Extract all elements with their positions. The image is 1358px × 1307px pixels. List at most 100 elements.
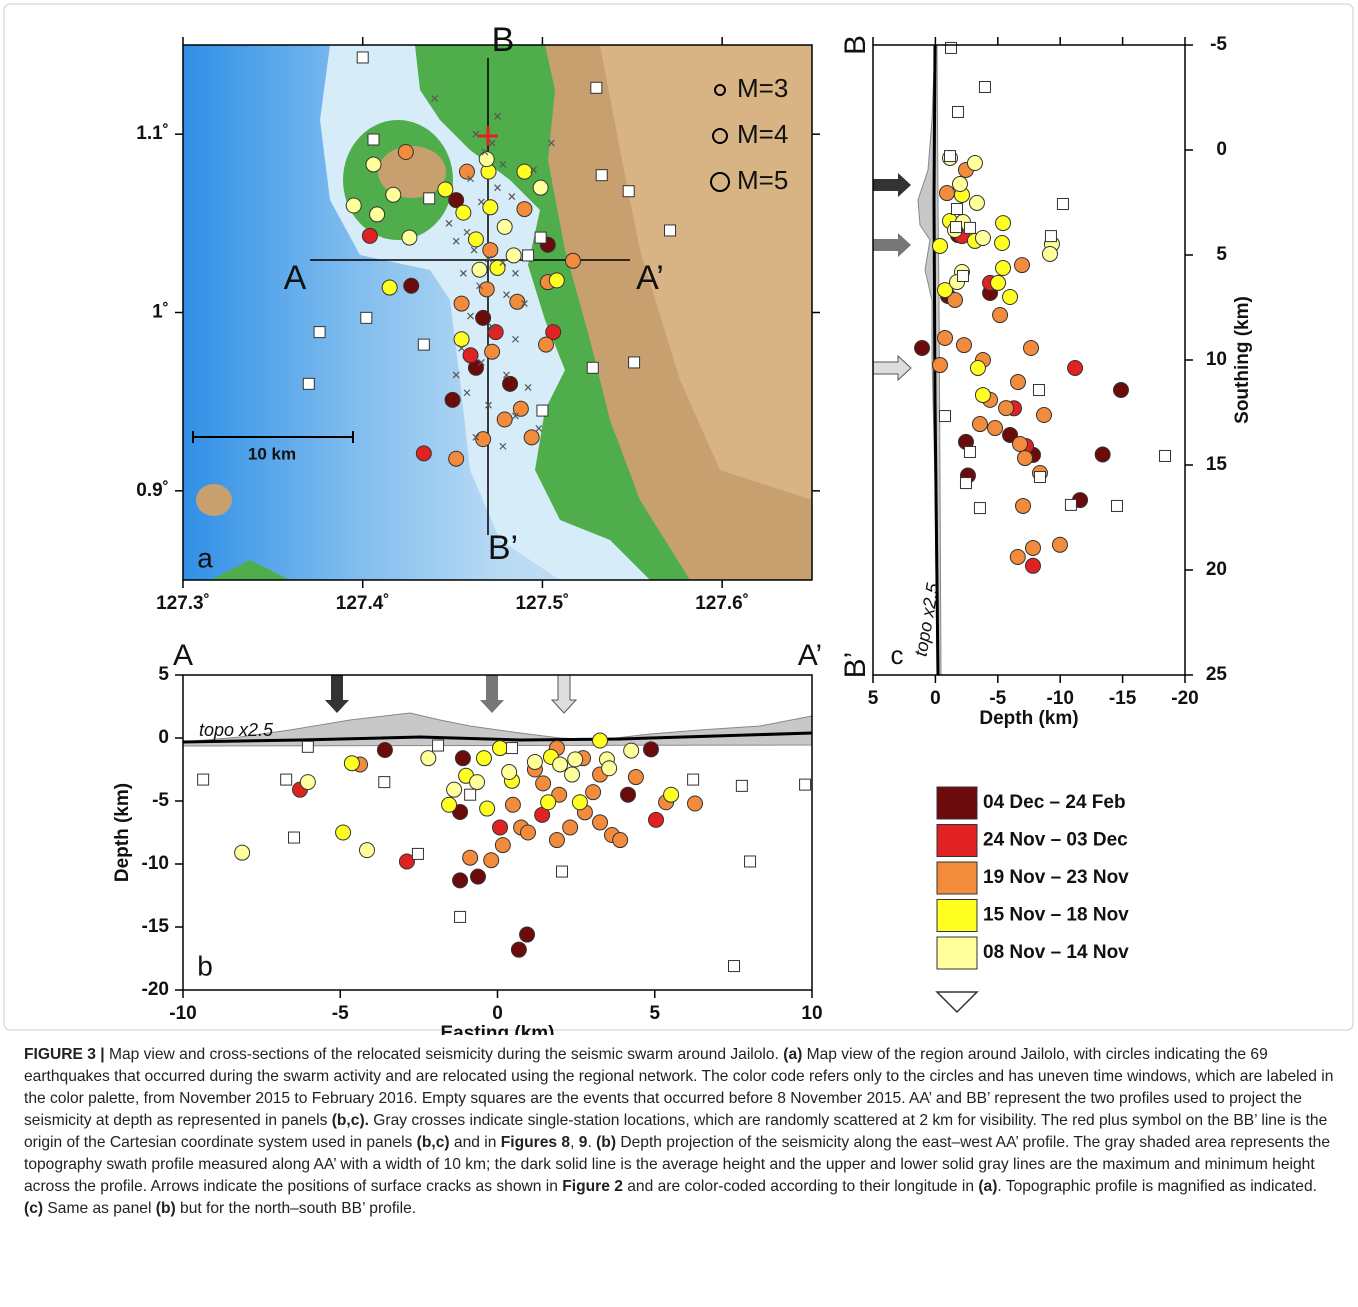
event [995,260,1012,277]
event [454,750,471,767]
event [994,235,1011,252]
event [571,794,588,811]
event-before [744,855,757,868]
x-axis-label: Depth (km) [979,708,1078,729]
event-before [454,910,467,923]
event [475,309,492,326]
magnitude-label: M=4 [737,119,788,149]
caption-run: 9 [578,1134,588,1151]
annotation: B [839,35,872,55]
event [492,740,509,757]
single-station [463,228,471,236]
annotation: 10 km [248,444,296,463]
event [496,218,513,235]
single-station [524,383,532,391]
event-before [590,81,603,94]
event [361,227,378,244]
event [1035,407,1052,424]
event [415,445,432,462]
event-before [378,776,391,789]
event [548,272,565,289]
event [998,400,1015,417]
event [365,156,382,173]
legend-label: 24 Nov – 03 Dec [983,830,1128,851]
event-before [411,847,424,860]
event [504,796,521,813]
event [612,832,629,849]
legend-swatch [936,824,978,857]
caption-run: (b,c). [331,1112,369,1129]
single-station [503,371,510,379]
magnitude-symbol [712,128,728,144]
single-station [494,184,501,192]
event [601,760,618,777]
caption-run: , [570,1134,579,1151]
single-station [481,148,489,156]
event [1017,450,1034,467]
event [470,868,487,885]
event [420,750,437,767]
single-station [476,282,483,290]
single-station [467,175,474,183]
caption-run: Figures 8 [500,1134,571,1151]
magnitude-symbol [714,84,726,96]
y-tick-label: 15 [1206,454,1228,475]
event-before [963,221,976,234]
event [482,199,499,216]
event [562,819,579,836]
event-before [978,81,991,93]
event [1015,497,1032,514]
event [937,329,954,346]
legend-swatch [936,786,978,820]
caption-run: and are color-coded according to their l… [622,1178,979,1195]
single-station [503,291,510,299]
event-before [534,231,547,244]
single-station [445,219,453,227]
event [448,192,465,209]
magnitude-label: M=5 [737,165,788,195]
single-station [530,166,537,174]
event [452,872,469,889]
event [995,215,1012,232]
caption-run: (b) [155,1200,176,1217]
figure-frame [3,3,1354,1031]
event [955,337,972,354]
event [620,786,637,803]
event [494,837,511,854]
event [397,144,414,160]
event [496,411,513,428]
x-axis-label: Easting (km) [440,1023,554,1035]
annotation: b [197,950,213,981]
x-tick-label: -5 [989,688,1006,709]
single-station [431,95,439,102]
event [343,755,360,772]
event [453,295,470,312]
event [1002,426,1019,443]
event [478,281,495,298]
event [462,347,479,364]
event [987,420,1004,437]
y-axis-label: Depth (km) [112,783,133,882]
event [448,450,465,467]
event-before [288,831,301,844]
x-tick-label: 127.4˚ [336,593,390,614]
single-station [512,412,519,420]
y-tick-label: -20 [142,979,169,1000]
event [475,431,492,448]
event-before [423,192,436,205]
single-station [477,198,485,206]
event-before [417,338,430,351]
event-before [280,773,293,786]
caption-run: (b) [596,1134,617,1151]
x-tick-label: 0 [930,688,941,709]
event-before [464,788,477,801]
annotation: c [891,640,904,670]
event-before [197,773,210,786]
event [453,331,470,348]
y-tick-label: 10 [1206,349,1227,370]
event [446,781,463,798]
single-station [499,259,507,266]
caption-run: (a) [783,1046,803,1063]
single-station [547,139,555,147]
legend-swatch [936,899,978,932]
